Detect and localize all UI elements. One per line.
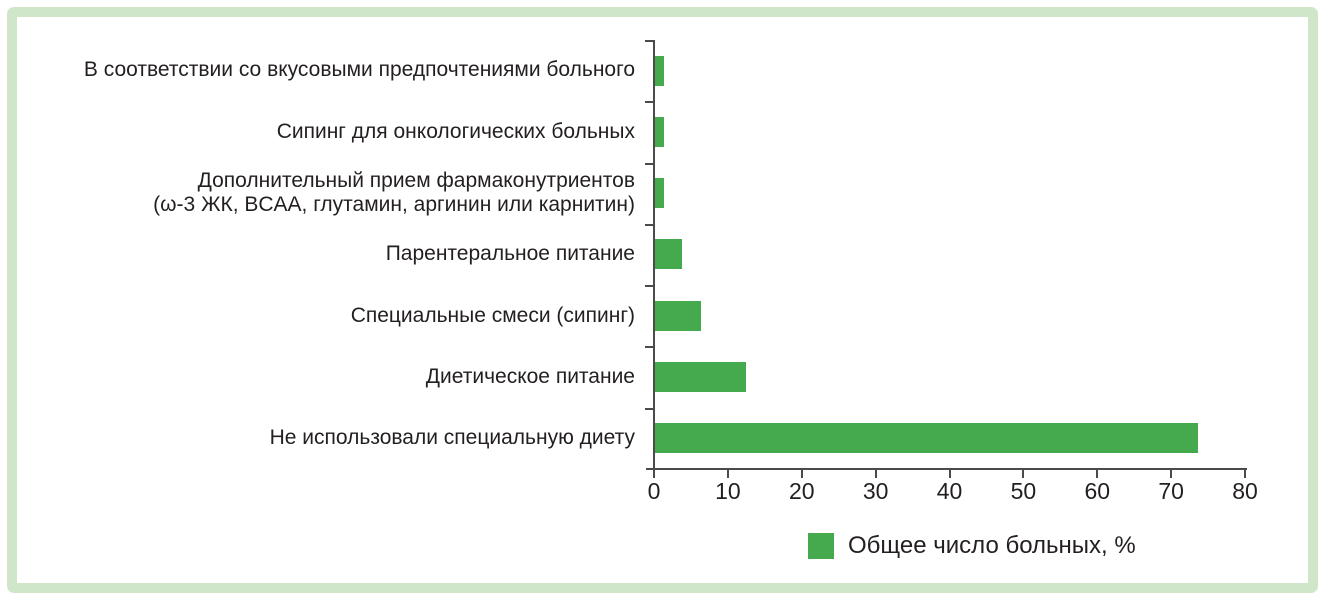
- bar-row: Не использовали специальную диету: [17, 408, 1246, 469]
- y-axis-tick: [645, 346, 654, 349]
- y-axis-tick: [645, 101, 654, 104]
- bar-rows: В соответствии со вкусовыми предпочтения…: [17, 40, 1246, 469]
- x-axis-tick-label: 10: [715, 478, 741, 504]
- x-axis: [646, 468, 1247, 470]
- bar-cell: [655, 224, 1246, 285]
- x-axis-tick: [1170, 470, 1173, 478]
- bar-cell: [655, 346, 1246, 407]
- bar: [655, 362, 746, 393]
- chart-frame: В соответствии со вкусовыми предпочтения…: [7, 7, 1318, 593]
- x-axis-tick-label: 0: [647, 478, 661, 504]
- x-axis-tick-label: 50: [1010, 478, 1037, 504]
- x-axis-tick: [1022, 470, 1025, 478]
- y-axis-tick: [645, 40, 654, 42]
- y-axis-tick: [645, 162, 654, 165]
- legend-swatch: [808, 533, 834, 559]
- x-axis-tick: [1096, 470, 1099, 478]
- x-axis-tick: [874, 470, 877, 478]
- x-axis-tick-label: 20: [788, 478, 815, 504]
- category-label: Диетическое питание: [425, 364, 635, 388]
- bar-row: Парентеральное питание: [17, 224, 1246, 285]
- bar: [655, 300, 701, 331]
- x-axis-tick: [800, 470, 803, 478]
- category-label: В соответствии со вкусовыми предпочтения…: [83, 58, 635, 82]
- y-axis: [653, 40, 655, 470]
- y-axis-tick: [645, 407, 654, 410]
- bar-cell: [655, 285, 1246, 346]
- bar-cell: [655, 101, 1246, 162]
- category-label: Дополнительный прием фармаконутриентов (…: [153, 168, 635, 217]
- y-axis-tick: [645, 223, 654, 226]
- x-axis-tick-label: 70: [1158, 478, 1184, 504]
- x-axis-tick-label: 40: [936, 478, 963, 504]
- legend-label: Общее число больных, %: [848, 532, 1136, 559]
- x-axis-tick-label: 80: [1232, 478, 1258, 504]
- y-axis-tick: [645, 285, 654, 288]
- x-axis-tick-label: 60: [1084, 478, 1111, 504]
- bar-row: Диетическое питание: [17, 346, 1246, 407]
- bar-cell: [655, 408, 1246, 469]
- legend: Общее число больных, %: [808, 532, 1136, 560]
- bar: [655, 116, 664, 147]
- bar-cell: [655, 40, 1246, 101]
- x-axis-tick: [653, 470, 655, 478]
- category-label: Не использовали специальную диету: [269, 426, 635, 450]
- bar: [655, 178, 664, 209]
- bar-row: Сипинг для онкологических больных: [17, 101, 1246, 162]
- x-axis-tick: [726, 470, 729, 478]
- x-axis-tick-label: 30: [862, 478, 889, 504]
- category-label: Парентеральное питание: [385, 242, 635, 266]
- bar-chart: В соответствии со вкусовыми предпочтения…: [17, 17, 1308, 583]
- bar: [655, 239, 683, 270]
- category-label: Сипинг для онкологических больных: [276, 119, 635, 143]
- bar-row: Дополнительный прием фармаконутриентов (…: [17, 163, 1246, 224]
- bar: [655, 55, 664, 86]
- category-label: Специальные смеси (сипинг): [350, 303, 635, 327]
- bar-row: В соответствии со вкусовыми предпочтения…: [17, 40, 1246, 101]
- bar: [655, 423, 1198, 454]
- x-axis-tick: [1244, 470, 1246, 478]
- bar-cell: [655, 163, 1246, 224]
- bar-row: Специальные смеси (сипинг): [17, 285, 1246, 346]
- x-axis-tick: [948, 470, 951, 478]
